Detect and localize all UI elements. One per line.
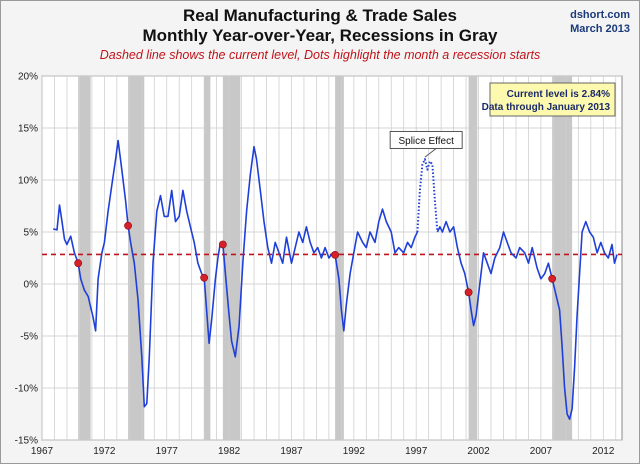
gridlines (41, 75, 622, 441)
x-axis-ticks: 1967 1972 1977 1982 1987 1992 1997 2002 2007 2012 (31, 446, 615, 457)
recession-start-dot (548, 274, 557, 283)
y-tick-label: 15% (18, 124, 38, 135)
y-tick-label: 5% (24, 228, 39, 239)
recession-band-3 (222, 76, 241, 440)
recession-band-2 (204, 76, 211, 440)
recession-band-0 (78, 76, 91, 440)
y-tick-label: 20% (18, 72, 38, 83)
splice-effect-box (389, 130, 463, 149)
splice-effect-leader (424, 148, 437, 158)
recession-band-5 (468, 76, 478, 440)
chart-subtitle: Dashed line shows the current level, Dot… (99, 48, 541, 62)
recession-start-dot (218, 240, 227, 249)
splice-effect-callout: Splice Effect (389, 130, 463, 158)
source-date: March 2013 (570, 23, 630, 35)
recession-start-dots (74, 221, 557, 297)
current-level-box (489, 82, 616, 117)
x-tick-label: 1987 (280, 446, 303, 457)
source-site: dshort.com (570, 9, 630, 21)
source-credit: dshort.com March 2013 (570, 8, 630, 36)
y-tick-label: -5% (20, 332, 38, 343)
chart-title-line-2: Monthly Year-over-Year, Recessions in Gr… (142, 26, 498, 45)
y-tick-label: -15% (15, 436, 38, 447)
x-tick-label: 1992 (343, 446, 366, 457)
recession-band-1 (128, 76, 145, 440)
y-tick-label: 10% (18, 176, 38, 187)
splice-effect-label: Splice Effect (398, 136, 454, 147)
y-tick-label: -10% (15, 384, 38, 395)
recession-start-dot (331, 250, 340, 259)
recession-start-dot (124, 221, 132, 230)
current-level-text: Current level is 2.84% (507, 89, 610, 100)
current-level-callout: Current level is 2.84% Data through Janu… (482, 82, 616, 117)
recession-band-6 (552, 76, 573, 440)
x-tick-label: 1982 (218, 446, 241, 457)
recession-start-dot (464, 288, 473, 297)
x-tick-label: 1972 (93, 446, 116, 457)
chart-title-line-1: Real Manufacturing & Trade Sales (183, 6, 457, 25)
y-axis-ticks: 20% 15% 10% 5% 0% -5% -10% -15% (15, 72, 38, 447)
recession-start-dot (74, 259, 83, 268)
splice-effect-series-line (416, 158, 439, 233)
recession-band-4 (335, 76, 344, 440)
x-tick-label: 1997 (405, 446, 428, 457)
x-tick-label: 2002 (467, 446, 490, 457)
recession-start-dot (200, 273, 209, 282)
x-tick-label: 1967 (31, 446, 54, 457)
x-tick-label: 2012 (592, 446, 615, 457)
x-tick-label: 1977 (156, 446, 179, 457)
x-tick-label: 2007 (530, 446, 553, 457)
series-line-2 (436, 220, 618, 420)
recession-shading (78, 76, 573, 440)
data-through-text: Data through January 2013 (482, 102, 611, 113)
y-tick-label: 0% (24, 280, 39, 291)
